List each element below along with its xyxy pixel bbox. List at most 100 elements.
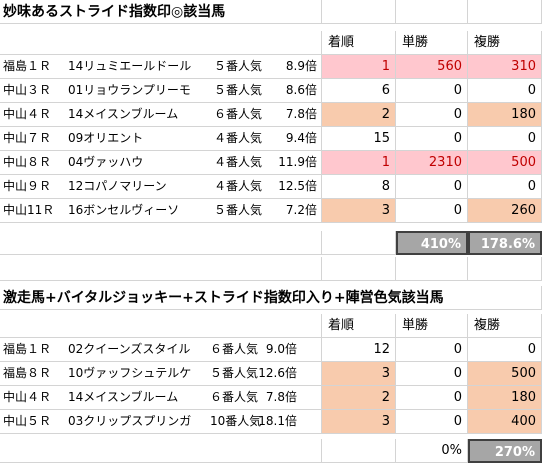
horse-info-cell[interactable]: 福島１Ｒ 14リュミエールドール ５番人気 8.9倍 <box>0 55 322 79</box>
show-cell[interactable]: 0 <box>468 127 542 151</box>
win-return-rate[interactable]: 410% <box>396 231 468 255</box>
header-win[interactable]: 単勝 <box>396 31 468 55</box>
win-cell[interactable]: 2310 <box>396 151 468 175</box>
section2-title[interactable]: 激走馬+バイタルジョッキー+ストライド指数印入り+陣営色気該当馬 <box>0 286 542 310</box>
place-cell[interactable]: 6 <box>322 79 396 103</box>
show-return-rate[interactable]: 178.6% <box>468 231 542 255</box>
show-return-rate[interactable]: 270% <box>468 439 542 463</box>
header-win[interactable]: 単勝 <box>396 314 468 338</box>
place-cell[interactable]: 3 <box>322 410 396 434</box>
show-cell[interactable]: 180 <box>468 386 542 410</box>
place-cell[interactable]: 3 <box>322 362 396 386</box>
horse-name: 03クリップスプリンガ <box>68 414 192 428</box>
horse-info-cell[interactable]: 中山11Ｒ 16ボンセルヴィーソ ５番人気 7.2倍 <box>0 199 322 223</box>
win-cell[interactable]: 0 <box>396 386 468 410</box>
show-cell[interactable]: 500 <box>468 151 542 175</box>
horse-info-cell[interactable]: 中山５Ｒ 03クリップスプリンガ 10番人気 18.1倍 <box>0 410 322 434</box>
place-cell[interactable]: 15 <box>322 127 396 151</box>
place-cell[interactable]: 3 <box>322 199 396 223</box>
horse-info-cell[interactable]: 中山３Ｒ 01リョウランプリーモ ５番人気 8.6倍 <box>0 79 322 103</box>
show-cell[interactable]: 260 <box>468 199 542 223</box>
place-cell[interactable]: 2 <box>322 103 396 127</box>
show-cell[interactable]: 0 <box>468 338 542 362</box>
race-label: 福島１Ｒ <box>3 59 52 73</box>
win-return-rate[interactable]: 0% <box>396 439 468 463</box>
race-label: 中山９Ｒ <box>3 179 52 193</box>
win-cell[interactable]: 560 <box>396 55 468 79</box>
horse-info-cell[interactable]: 中山７Ｒ 09オリエント ４番人気 9.4倍 <box>0 127 322 151</box>
cell[interactable] <box>468 257 542 281</box>
header-place[interactable]: 着順 <box>322 314 396 338</box>
section2-totals-row: 0% 270% <box>0 439 542 463</box>
cell[interactable] <box>322 257 396 281</box>
table-row: 福島１Ｒ 14リュミエールドール ５番人気 8.9倍 1 560 310 <box>0 55 542 79</box>
win-cell[interactable]: 0 <box>396 410 468 434</box>
table-row: 中山９Ｒ 12コパノマリーン ４番人気 12.5倍 8 0 0 <box>0 175 542 199</box>
cell[interactable] <box>0 31 322 55</box>
cell[interactable] <box>322 439 396 463</box>
cell[interactable] <box>468 0 542 24</box>
show-cell[interactable]: 500 <box>468 362 542 386</box>
header-show[interactable]: 複勝 <box>468 314 542 338</box>
odds: 18.1倍 <box>258 414 297 428</box>
horse-info-cell[interactable]: 福島８Ｒ 10ヴァッフシュテルケ ５番人気 12.6倍 <box>0 362 322 386</box>
horse-name: 10ヴァッフシュテルケ <box>68 366 192 380</box>
odds: 8.9倍 <box>285 59 317 73</box>
popularity: ５番人気 <box>214 83 263 97</box>
win-cell[interactable]: 0 <box>396 362 468 386</box>
win-cell[interactable]: 0 <box>396 175 468 199</box>
table-row: 中山４Ｒ 14メイスンブルーム ６番人気 7.8倍 2 0 180 <box>0 386 542 410</box>
section1-header-row: 着順 単勝 複勝 <box>0 31 542 55</box>
horse-info-cell[interactable]: 中山９Ｒ 12コパノマリーン ４番人気 12.5倍 <box>0 175 322 199</box>
table-row: 中山３Ｒ 01リョウランプリーモ ５番人気 8.6倍 6 0 0 <box>0 79 542 103</box>
horse-name: 01リョウランプリーモ <box>68 83 191 97</box>
win-cell[interactable]: 0 <box>396 127 468 151</box>
section1-title[interactable]: 妙味あるストライド指数印◎該当馬 <box>0 0 322 24</box>
cell[interactable] <box>0 231 322 255</box>
horse-info-cell[interactable]: 中山４Ｒ 14メイスンブルーム ６番人気 7.8倍 <box>0 103 322 127</box>
header-place[interactable]: 着順 <box>322 31 396 55</box>
race-label: 福島１Ｒ <box>3 342 52 356</box>
win-cell[interactable]: 0 <box>396 199 468 223</box>
horse-info-cell[interactable]: 中山４Ｒ 14メイスンブルーム ６番人気 7.8倍 <box>0 386 322 410</box>
horse-info-cell[interactable]: 福島１Ｒ 02クイーンズスタイル ６番人気 9.0倍 <box>0 338 322 362</box>
show-cell[interactable]: 0 <box>468 79 542 103</box>
cell[interactable] <box>0 314 322 338</box>
horse-name: 14リュミエールドール <box>68 59 192 73</box>
horse-name: 16ボンセルヴィーソ <box>68 203 180 217</box>
table-row: 中山11Ｒ 16ボンセルヴィーソ ５番人気 7.2倍 3 0 260 <box>0 199 542 223</box>
popularity: 10番人気 <box>210 414 262 428</box>
win-cell[interactable]: 0 <box>396 103 468 127</box>
section1-totals-row: 410% 178.6% <box>0 231 542 255</box>
place-cell[interactable]: 1 <box>322 55 396 79</box>
cell[interactable] <box>0 257 322 281</box>
race-label: 中山４Ｒ <box>3 390 52 404</box>
win-cell[interactable]: 0 <box>396 79 468 103</box>
header-show[interactable]: 複勝 <box>468 31 542 55</box>
place-cell[interactable]: 8 <box>322 175 396 199</box>
popularity: ５番人気 <box>210 366 259 380</box>
show-cell[interactable]: 0 <box>468 175 542 199</box>
popularity: ４番人気 <box>214 155 263 169</box>
table-row: 中山７Ｒ 09オリエント ４番人気 9.4倍 15 0 0 <box>0 127 542 151</box>
odds: 12.5倍 <box>278 179 317 193</box>
cell[interactable] <box>396 257 468 281</box>
place-cell[interactable]: 12 <box>322 338 396 362</box>
popularity: ６番人気 <box>210 342 259 356</box>
place-cell[interactable]: 2 <box>322 386 396 410</box>
place-cell[interactable]: 1 <box>322 151 396 175</box>
race-label: 福島８Ｒ <box>3 366 52 380</box>
cell[interactable] <box>322 231 396 255</box>
odds: 7.8倍 <box>285 107 317 121</box>
horse-name: 02クイーンズスタイル <box>68 342 191 356</box>
horse-info-cell[interactable]: 中山８Ｒ 04ヴァッハウ ４番人気 11.9倍 <box>0 151 322 175</box>
cell[interactable] <box>322 0 396 24</box>
win-cell[interactable]: 0 <box>396 338 468 362</box>
show-cell[interactable]: 310 <box>468 55 542 79</box>
show-cell[interactable]: 180 <box>468 103 542 127</box>
table-row: 中山５Ｒ 03クリップスプリンガ 10番人気 18.1倍 3 0 400 <box>0 410 542 434</box>
cell[interactable] <box>396 0 468 24</box>
show-cell[interactable]: 400 <box>468 410 542 434</box>
cell[interactable] <box>0 439 322 463</box>
race-label: 中山11Ｒ <box>3 203 55 217</box>
